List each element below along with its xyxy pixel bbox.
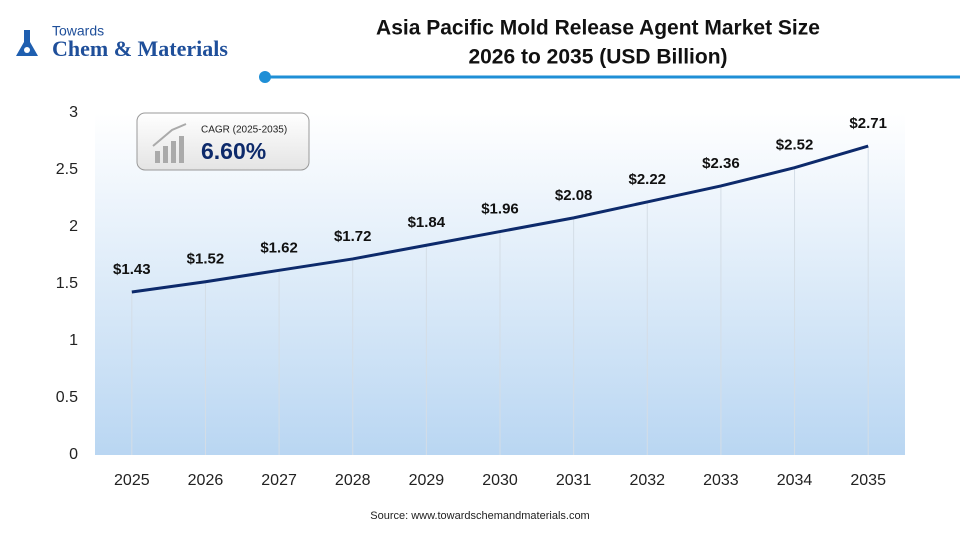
- cagr-value: 6.60%: [201, 138, 266, 164]
- value-label: $1.52: [187, 251, 225, 268]
- cagr-box: CAGR (2025-2035) 6.60%: [136, 112, 310, 171]
- data-line: [131, 144, 869, 294]
- y-tick-label: 0.5: [56, 389, 78, 406]
- y-tick-label: 2.5: [56, 161, 78, 178]
- x-tick-label: 2030: [482, 472, 518, 489]
- value-label: $1.72: [334, 228, 372, 245]
- logo-icon: [16, 30, 38, 56]
- value-label: $2.22: [628, 171, 666, 188]
- logo-top: Towards: [52, 23, 104, 39]
- cagr-icon: [163, 146, 168, 163]
- x-tick-label: 2031: [556, 472, 592, 489]
- y-tick-label: 2: [69, 218, 78, 235]
- x-tick-label: 2028: [335, 472, 371, 489]
- x-tick-label: 2033: [703, 472, 739, 489]
- logo-bottom: Chem & Materials: [52, 36, 228, 61]
- value-label: $1.62: [260, 239, 298, 256]
- value-label: $2.52: [776, 137, 814, 154]
- cagr-icon: [152, 123, 187, 147]
- x-tick-label: 2026: [188, 472, 224, 489]
- y-tick-label: 3: [69, 104, 78, 121]
- y-tick-label: 1: [69, 332, 78, 349]
- value-label: $1.84: [408, 214, 446, 231]
- value-label: $2.08: [555, 187, 593, 204]
- logo-icon-dot: [24, 47, 30, 53]
- cagr-icon: [155, 151, 160, 163]
- x-tick-label: 2032: [629, 472, 665, 489]
- value-label: $2.36: [702, 155, 740, 172]
- y-tick-label: 1.5: [56, 275, 78, 292]
- y-tick-label: 0: [69, 446, 78, 463]
- marks: 0 0.5 1 1.5 2 2.5 3 2025 2026 2027 2028 2029 2030 203…: [56, 104, 887, 489]
- logo: Towards Chem & Materials: [16, 23, 228, 61]
- value-label: $1.96: [481, 201, 519, 218]
- cagr-icon: [179, 136, 184, 163]
- chart-subtitle: 2026 to 2035 (USD Billion): [468, 46, 727, 69]
- x-tick-label: 2034: [777, 472, 813, 489]
- x-tick-label: 2035: [850, 472, 886, 489]
- x-tick-label: 2025: [114, 472, 150, 489]
- x-tick-label: 2027: [261, 472, 297, 489]
- source: Source: www.towardschemandmaterials.com: [370, 510, 589, 522]
- cagr-icon: [171, 141, 176, 163]
- value-label: $2.71: [849, 115, 887, 132]
- value-label: $1.43: [113, 261, 151, 278]
- x-tick-label: 2029: [409, 472, 445, 489]
- cagr-label: CAGR (2025-2035): [201, 125, 287, 136]
- chart-title: Asia Pacific Mold Release Agent Market S…: [376, 17, 820, 40]
- title-rule-dot: [259, 71, 271, 83]
